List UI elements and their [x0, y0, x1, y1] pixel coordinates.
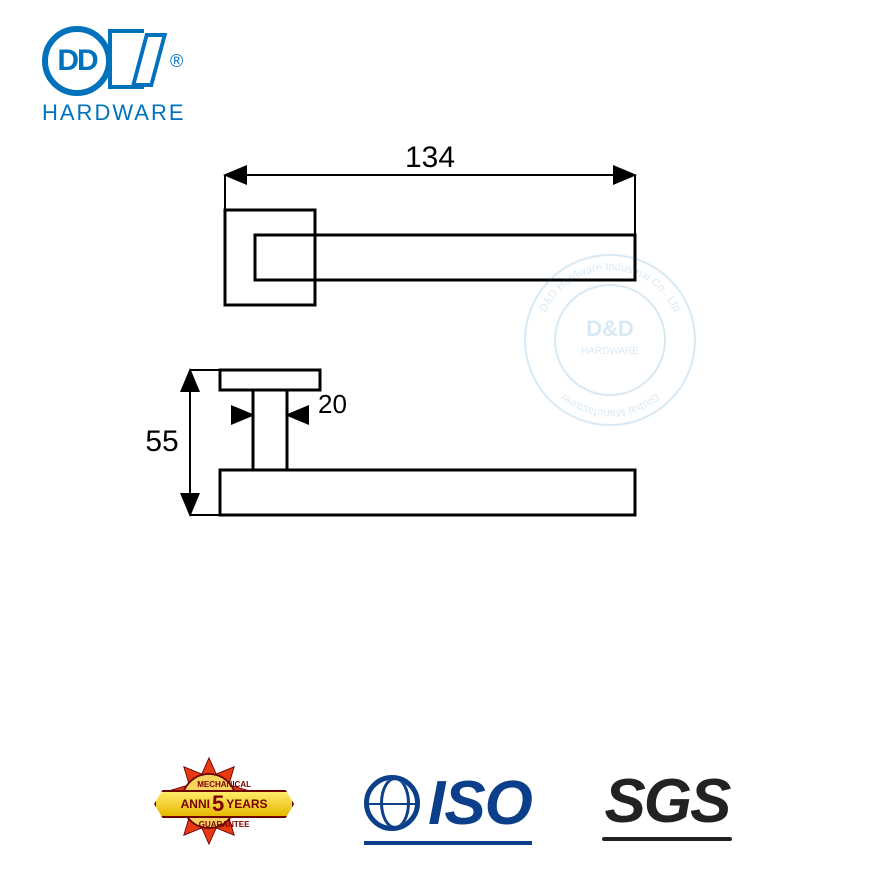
dimension-height: 55 — [145, 370, 220, 515]
dimension-length: 134 — [225, 141, 635, 235]
dimension-neck: 20 — [233, 389, 347, 419]
diagram-top-view — [225, 210, 635, 305]
iso-badge: ISO — [364, 768, 532, 845]
sgs-text: SGS — [604, 771, 729, 833]
warranty-bottom-text: GUARANTEE — [154, 820, 294, 829]
sgs-underline — [602, 837, 732, 841]
certification-badges: MECHANICAL ANNI 5 YEARS GUARANTEE ISO SG… — [0, 756, 886, 856]
iso-globe-icon — [364, 775, 420, 831]
brand-logo-mark-row: DD ® — [42, 26, 186, 96]
brand-logo: DD ® HARDWARE — [42, 26, 186, 126]
warranty-number: 5 — [212, 791, 224, 817]
dimension-height-value: 55 — [145, 425, 178, 458]
diagram-side-view — [220, 370, 635, 515]
dimension-neck-value: 20 — [318, 389, 347, 419]
warranty-ribbon: ANNI 5 YEARS — [154, 790, 294, 818]
warranty-ribbon-left: ANNI — [181, 797, 210, 811]
dimension-length-value: 134 — [405, 141, 455, 174]
warranty-badge: MECHANICAL ANNI 5 YEARS GUARANTEE — [154, 756, 294, 856]
technical-diagram: 134 55 20 — [140, 155, 720, 655]
iso-text: ISO — [428, 768, 532, 839]
brand-dd-circle: DD — [42, 26, 112, 96]
brand-registered-mark: ® — [170, 51, 183, 72]
warranty-ribbon-right: YEARS — [226, 797, 267, 811]
sgs-badge: SGS — [602, 771, 732, 841]
warranty-top-text: MECHANICAL — [154, 780, 294, 789]
brand-door-icon — [108, 29, 164, 93]
brand-word: HARDWARE — [42, 100, 186, 126]
